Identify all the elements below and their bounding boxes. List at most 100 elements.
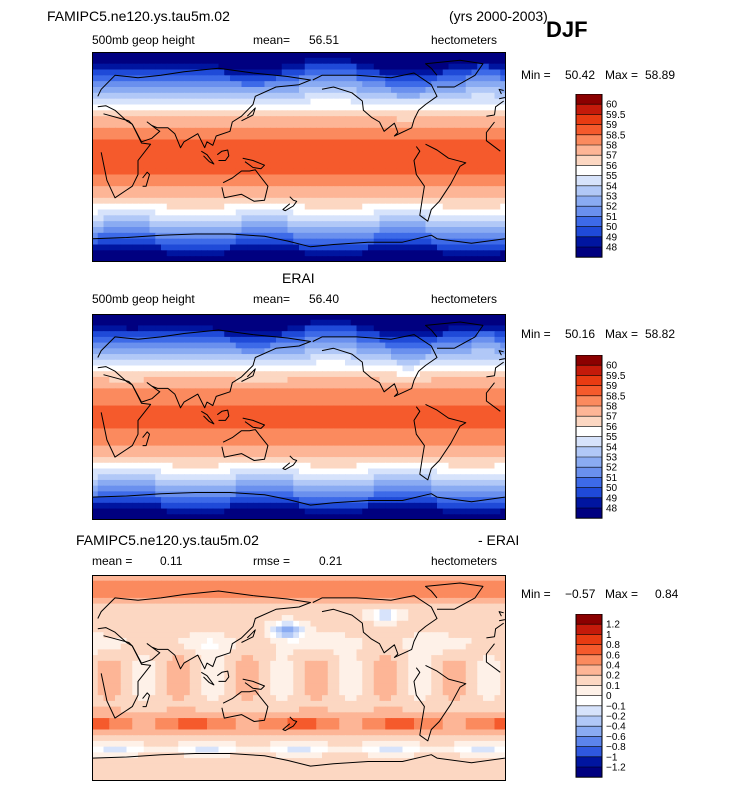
panel1-map-cell	[368, 81, 375, 88]
panel1-map-cell	[373, 162, 381, 170]
panel1-map-cell	[92, 92, 99, 100]
panel2-map-cell	[120, 417, 128, 424]
panel1-map-cell	[109, 139, 116, 146]
panel1-map-cell	[166, 127, 174, 135]
panel1-map-cell	[132, 244, 139, 251]
panel2-map-cell	[270, 468, 277, 475]
panel1-map-cell	[230, 133, 237, 141]
panel1-map-cell	[339, 186, 346, 193]
panel1-map-cell	[120, 52, 128, 59]
panel2-map-cell	[241, 382, 248, 389]
panel2-map-cell	[103, 388, 110, 395]
panel1-map-cell	[270, 81, 277, 88]
panel1-map-cell	[327, 57, 335, 65]
panel1-map-cell	[437, 110, 444, 117]
panel1-map-cell	[431, 157, 438, 164]
panel2-map-cell	[299, 485, 306, 492]
panel1-map-cell	[465, 122, 473, 129]
panel1-map-cell	[287, 57, 294, 65]
panel2-map-cell	[212, 474, 220, 481]
panel2-map-cell	[425, 417, 432, 424]
panel1-map-cell	[138, 192, 145, 199]
panel2-map-cell	[178, 411, 185, 418]
panel1-map-cell	[373, 63, 381, 71]
panel1-map-cell	[207, 244, 214, 251]
panel2-map-cell	[333, 451, 340, 458]
panel1-map-cell	[448, 87, 455, 94]
panel1-map-cell	[201, 256, 208, 262]
panel2-map-cell	[437, 422, 444, 430]
panel2-map-cell	[402, 434, 409, 441]
panel2-map-cell	[327, 394, 335, 401]
panel1-map-cell	[207, 110, 214, 117]
panel2-map-cell	[143, 365, 151, 372]
panel1-map-cell	[92, 133, 99, 141]
panel1-map-cell	[356, 192, 363, 199]
panel2-map-cell	[362, 382, 369, 389]
panel2-map-cell	[207, 354, 214, 361]
panel1-map-cell	[149, 110, 156, 117]
panel2-map-cell	[483, 451, 490, 458]
panel2-map-cell	[195, 394, 202, 401]
panel1-map-cell	[488, 174, 496, 181]
panel2-map-cell	[402, 314, 409, 321]
panel2-map-cell	[368, 457, 375, 464]
panel1-map-cell	[258, 104, 266, 111]
panel1-map-cell	[241, 168, 248, 176]
panel2-map-cell	[115, 314, 122, 321]
panel1-map-cell	[465, 151, 473, 158]
panel2-map-cell	[230, 428, 237, 435]
panel1-map-cell	[425, 81, 432, 88]
panel1-map-cell	[465, 104, 473, 111]
panel2-map-cell	[172, 325, 179, 332]
panel1-map-cell	[483, 63, 490, 71]
panel2-map-cell	[201, 434, 208, 441]
panel1-map-cell	[373, 215, 381, 222]
panel2-map-cell	[425, 319, 432, 327]
panel1-map-cell	[166, 203, 174, 211]
panel1-map-cell	[120, 69, 128, 76]
panel2-map-cell	[350, 348, 358, 355]
panel2-map-cell	[201, 457, 208, 464]
panel1-map-cell	[235, 57, 243, 65]
panel2-map-cell	[230, 485, 237, 492]
panel2-map-cell	[339, 462, 346, 470]
panel1-map-cell	[178, 168, 185, 176]
panel1-map-cell	[419, 92, 427, 100]
panel2-map-cell	[178, 439, 185, 447]
panel1-map-cell	[247, 232, 254, 240]
panel2-map-cell	[293, 411, 300, 418]
panel2-map-cell	[460, 445, 467, 452]
panel2-map-cell	[327, 319, 335, 327]
panel2-map-cell	[339, 479, 346, 487]
panel2-map-cell	[92, 331, 99, 338]
panel2-map-cell	[235, 354, 243, 361]
panel1-map-cell	[339, 116, 346, 123]
panel1-map-cell	[143, 127, 151, 135]
panel1-map-cell	[483, 162, 490, 170]
panel2-map-cell	[322, 314, 329, 321]
panel2-map-cell	[276, 457, 283, 464]
panel2-map-cell	[143, 445, 151, 452]
panel2-map-cell	[103, 491, 110, 498]
panel1-map-cell	[471, 116, 478, 123]
panel2-map-cell	[276, 497, 283, 504]
panel2-map-cell	[379, 382, 386, 389]
panel2-map-cell	[230, 497, 237, 504]
panel2-map-cell	[97, 428, 105, 435]
panel1-map-cell	[230, 122, 237, 129]
panel2-map-cell	[143, 331, 151, 338]
panel1-map-cell	[195, 151, 202, 158]
panel1-map-cell	[115, 232, 122, 240]
panel1-map-cell	[500, 244, 506, 251]
panel2-map-cell	[373, 376, 381, 384]
panel1-map-cell	[97, 110, 105, 117]
panel1-map-cell	[166, 75, 174, 82]
panel2-map-cell	[120, 439, 128, 447]
panel2-map-cell	[270, 445, 277, 452]
panel2-map-cell	[431, 342, 438, 349]
panel2-map-cell	[345, 497, 352, 504]
panel2-map-cell	[391, 485, 398, 492]
panel1-map-cell	[218, 174, 225, 181]
panel1-map-cell	[103, 110, 110, 117]
